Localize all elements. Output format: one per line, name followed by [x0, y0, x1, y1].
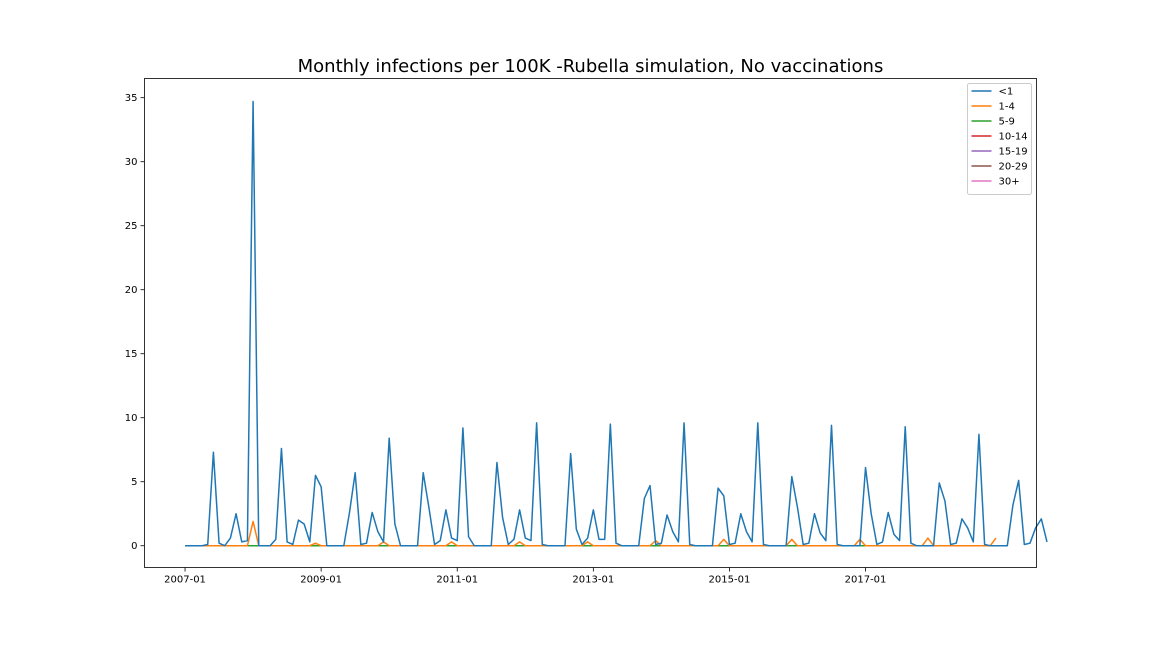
chart-title: Monthly infections per 100K -Rubella sim…	[298, 56, 884, 77]
x-tick-label: 2009-01	[300, 575, 342, 586]
legend-label: 15-19	[999, 147, 1028, 158]
legend-label: <1	[999, 87, 1014, 98]
x-tick-label: 2013-01	[572, 575, 614, 586]
y-tick-label: 0	[131, 541, 137, 552]
legend-label: 10-14	[999, 132, 1028, 143]
y-tick-label: 30	[125, 157, 138, 168]
y-axis: 0 5 10 15 20 25 30 35	[125, 93, 145, 552]
x-tick-label: 2011-01	[436, 575, 478, 586]
x-tick-label: 2017-01	[845, 575, 887, 586]
y-tick-label: 35	[125, 93, 138, 104]
plot-lines	[185, 100, 1048, 547]
x-axis: 2007-01 2009-01 2011-01 2013-01 2015-01 2017-…	[164, 567, 887, 586]
x-tick-label: 2007-01	[164, 575, 206, 586]
y-tick-label: 25	[125, 221, 138, 232]
y-tick-label: 20	[125, 285, 138, 296]
legend-label: 1-4	[999, 102, 1015, 113]
y-tick-label: 5	[131, 477, 137, 488]
legend-label: 30+	[999, 177, 1020, 188]
plot-area-frame	[144, 78, 1037, 568]
legend-label: 5-9	[999, 117, 1015, 128]
y-tick-label: 10	[125, 413, 138, 424]
x-tick-label: 2015-01	[709, 575, 751, 586]
series-line-0	[185, 100, 1048, 547]
legend-label: 20-29	[999, 162, 1028, 173]
legend: <1 1-4 5-9 10-14 15-19 20-29 30+	[967, 83, 1032, 195]
y-tick-label: 15	[125, 349, 138, 360]
